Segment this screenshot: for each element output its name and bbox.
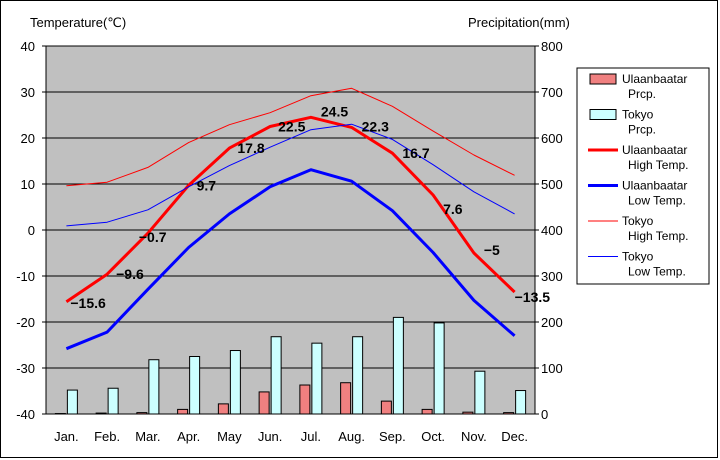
legend-label-line1: Ulaanbaatar <box>622 143 687 157</box>
bar-tokyo-prcp-jun <box>270 336 282 415</box>
precip-tick-label: 500 <box>541 177 563 192</box>
bar-ulaanbaatar-prcp-sep <box>380 400 392 415</box>
right-axis-label: Precipitation(mm) <box>468 15 570 30</box>
data-label-feb: −9.6 <box>116 266 144 282</box>
data-label-mar: −0.7 <box>139 229 167 245</box>
legend-label-line2: Prcp. <box>628 123 656 137</box>
legend-label-line2: High Temp. <box>628 229 688 243</box>
month-label-feb: Feb. <box>94 429 120 444</box>
temp-tick-label: 30 <box>21 85 35 100</box>
line-tokyo-low-temp <box>66 123 515 227</box>
bar-ulaanbaatar-prcp-jun <box>258 391 270 415</box>
temp-tick-label: 20 <box>21 131 35 146</box>
temp-tick-label: -20 <box>16 315 35 330</box>
bar-ulaanbaatar-prcp-dec <box>503 412 515 415</box>
data-label-jun: 22.5 <box>278 119 305 135</box>
gridlines <box>46 91 535 369</box>
legend-label-line1: Ulaanbaatar <box>622 72 687 86</box>
line-ulaanbaatar-high-temp <box>65 115 516 304</box>
legend-label-line1: Tokyo <box>622 250 654 264</box>
bar-tokyo-prcp-oct <box>433 322 445 415</box>
legend-label-line2: Low Temp. <box>628 265 686 279</box>
data-label-aug: 22.3 <box>362 118 389 134</box>
bar-ulaanbaatar-prcp-aug <box>340 382 352 415</box>
bar-ulaanbaatar-prcp-feb <box>95 412 107 415</box>
bar-ulaanbaatar-prcp-oct <box>421 408 433 415</box>
month-label-oct: Oct. <box>421 429 445 444</box>
legend-box <box>576 67 710 285</box>
precip-tick-label: 300 <box>541 269 563 284</box>
month-label-sep: Sep. <box>379 429 406 444</box>
precipitation-bars <box>54 316 527 415</box>
temp-tick-label: -40 <box>16 407 35 422</box>
temp-tick-label: 10 <box>21 177 35 192</box>
bar-tokyo-prcp-jul <box>311 342 323 415</box>
data-label-may: 17.8 <box>237 140 264 156</box>
bar-tokyo-prcp-dec <box>515 390 527 415</box>
precip-tick-label: 200 <box>541 315 563 330</box>
bar-tokyo-prcp-nov <box>474 370 486 415</box>
month-label-aug: Aug. <box>338 429 365 444</box>
bar-tokyo-prcp-jan <box>66 389 78 415</box>
month-label-dec: Dec. <box>501 429 528 444</box>
legend: UlaanbaatarPrcp.TokyoPrcp.UlaanbaatarHig… <box>576 67 710 285</box>
data-label-sep: 16.7 <box>402 145 429 161</box>
bar-ulaanbaatar-prcp-may <box>217 403 229 415</box>
left-axis-label: Temperature(℃) <box>30 15 126 30</box>
precip-tick-label: 600 <box>541 131 563 146</box>
bar-tokyo-prcp-feb <box>107 387 119 415</box>
data-label-dec: −13.5 <box>515 289 551 305</box>
precip-tick-label: 400 <box>541 223 563 238</box>
data-labels: −15.6 −9.6 −0.7 9.7 17.8 22.5 24.5 22.3 16.7 7.6 −… <box>70 103 550 310</box>
month-label-mar: Mar. <box>135 429 160 444</box>
month-label-apr: Apr. <box>177 429 200 444</box>
line-tokyo-high-temp <box>66 87 515 187</box>
legend-swatch-ulaanbaatar-prcp <box>589 73 617 85</box>
temp-tick-label: 0 <box>28 223 35 238</box>
precip-tick-label: 800 <box>541 39 563 54</box>
line-ulaanbaatar-low-temp <box>65 168 516 351</box>
temp-tick-label: 40 <box>21 39 35 54</box>
month-label-nov: Nov. <box>461 429 487 444</box>
bar-tokyo-prcp-sep <box>392 316 404 415</box>
legend-label-line1: Tokyo <box>622 108 654 122</box>
data-label-nov: −5 <box>484 242 500 258</box>
temperature-lines <box>65 87 516 351</box>
month-label-jan: Jan. <box>54 429 79 444</box>
precip-tick-label: 100 <box>541 361 563 376</box>
axis-ticks: 403020100-10-20-30-408007006005004003002… <box>16 39 563 444</box>
data-label-jul: 24.5 <box>321 103 348 119</box>
temp-tick-label: -10 <box>16 269 35 284</box>
legend-label-line2: High Temp. <box>628 158 688 172</box>
precip-tick-label: 0 <box>541 407 548 422</box>
month-label-may: May <box>217 429 242 444</box>
bar-tokyo-prcp-may <box>229 350 241 415</box>
legend-swatch-tokyo-prcp <box>589 109 617 120</box>
data-label-apr: 9.7 <box>197 177 217 193</box>
bar-tokyo-prcp-mar <box>148 359 160 415</box>
month-label-jul: Jul. <box>301 429 321 444</box>
legend-label-line2: Low Temp. <box>628 194 686 208</box>
bar-tokyo-prcp-apr <box>189 356 201 415</box>
precip-tick-label: 700 <box>541 85 563 100</box>
temp-tick-label: -30 <box>16 361 35 376</box>
month-label-jun: Jun. <box>258 429 283 444</box>
bar-ulaanbaatar-prcp-apr <box>177 408 189 415</box>
bar-ulaanbaatar-prcp-mar <box>136 412 148 415</box>
bar-ulaanbaatar-prcp-jul <box>299 384 311 415</box>
legend-label-line2: Prcp. <box>628 87 656 101</box>
data-label-jan: −15.6 <box>70 295 106 311</box>
legend-label-line1: Tokyo <box>622 214 654 228</box>
data-label-oct: 7.6 <box>443 201 463 217</box>
bar-tokyo-prcp-aug <box>352 336 364 415</box>
bar-ulaanbaatar-prcp-nov <box>462 411 474 415</box>
legend-label-line1: Ulaanbaatar <box>622 179 687 193</box>
